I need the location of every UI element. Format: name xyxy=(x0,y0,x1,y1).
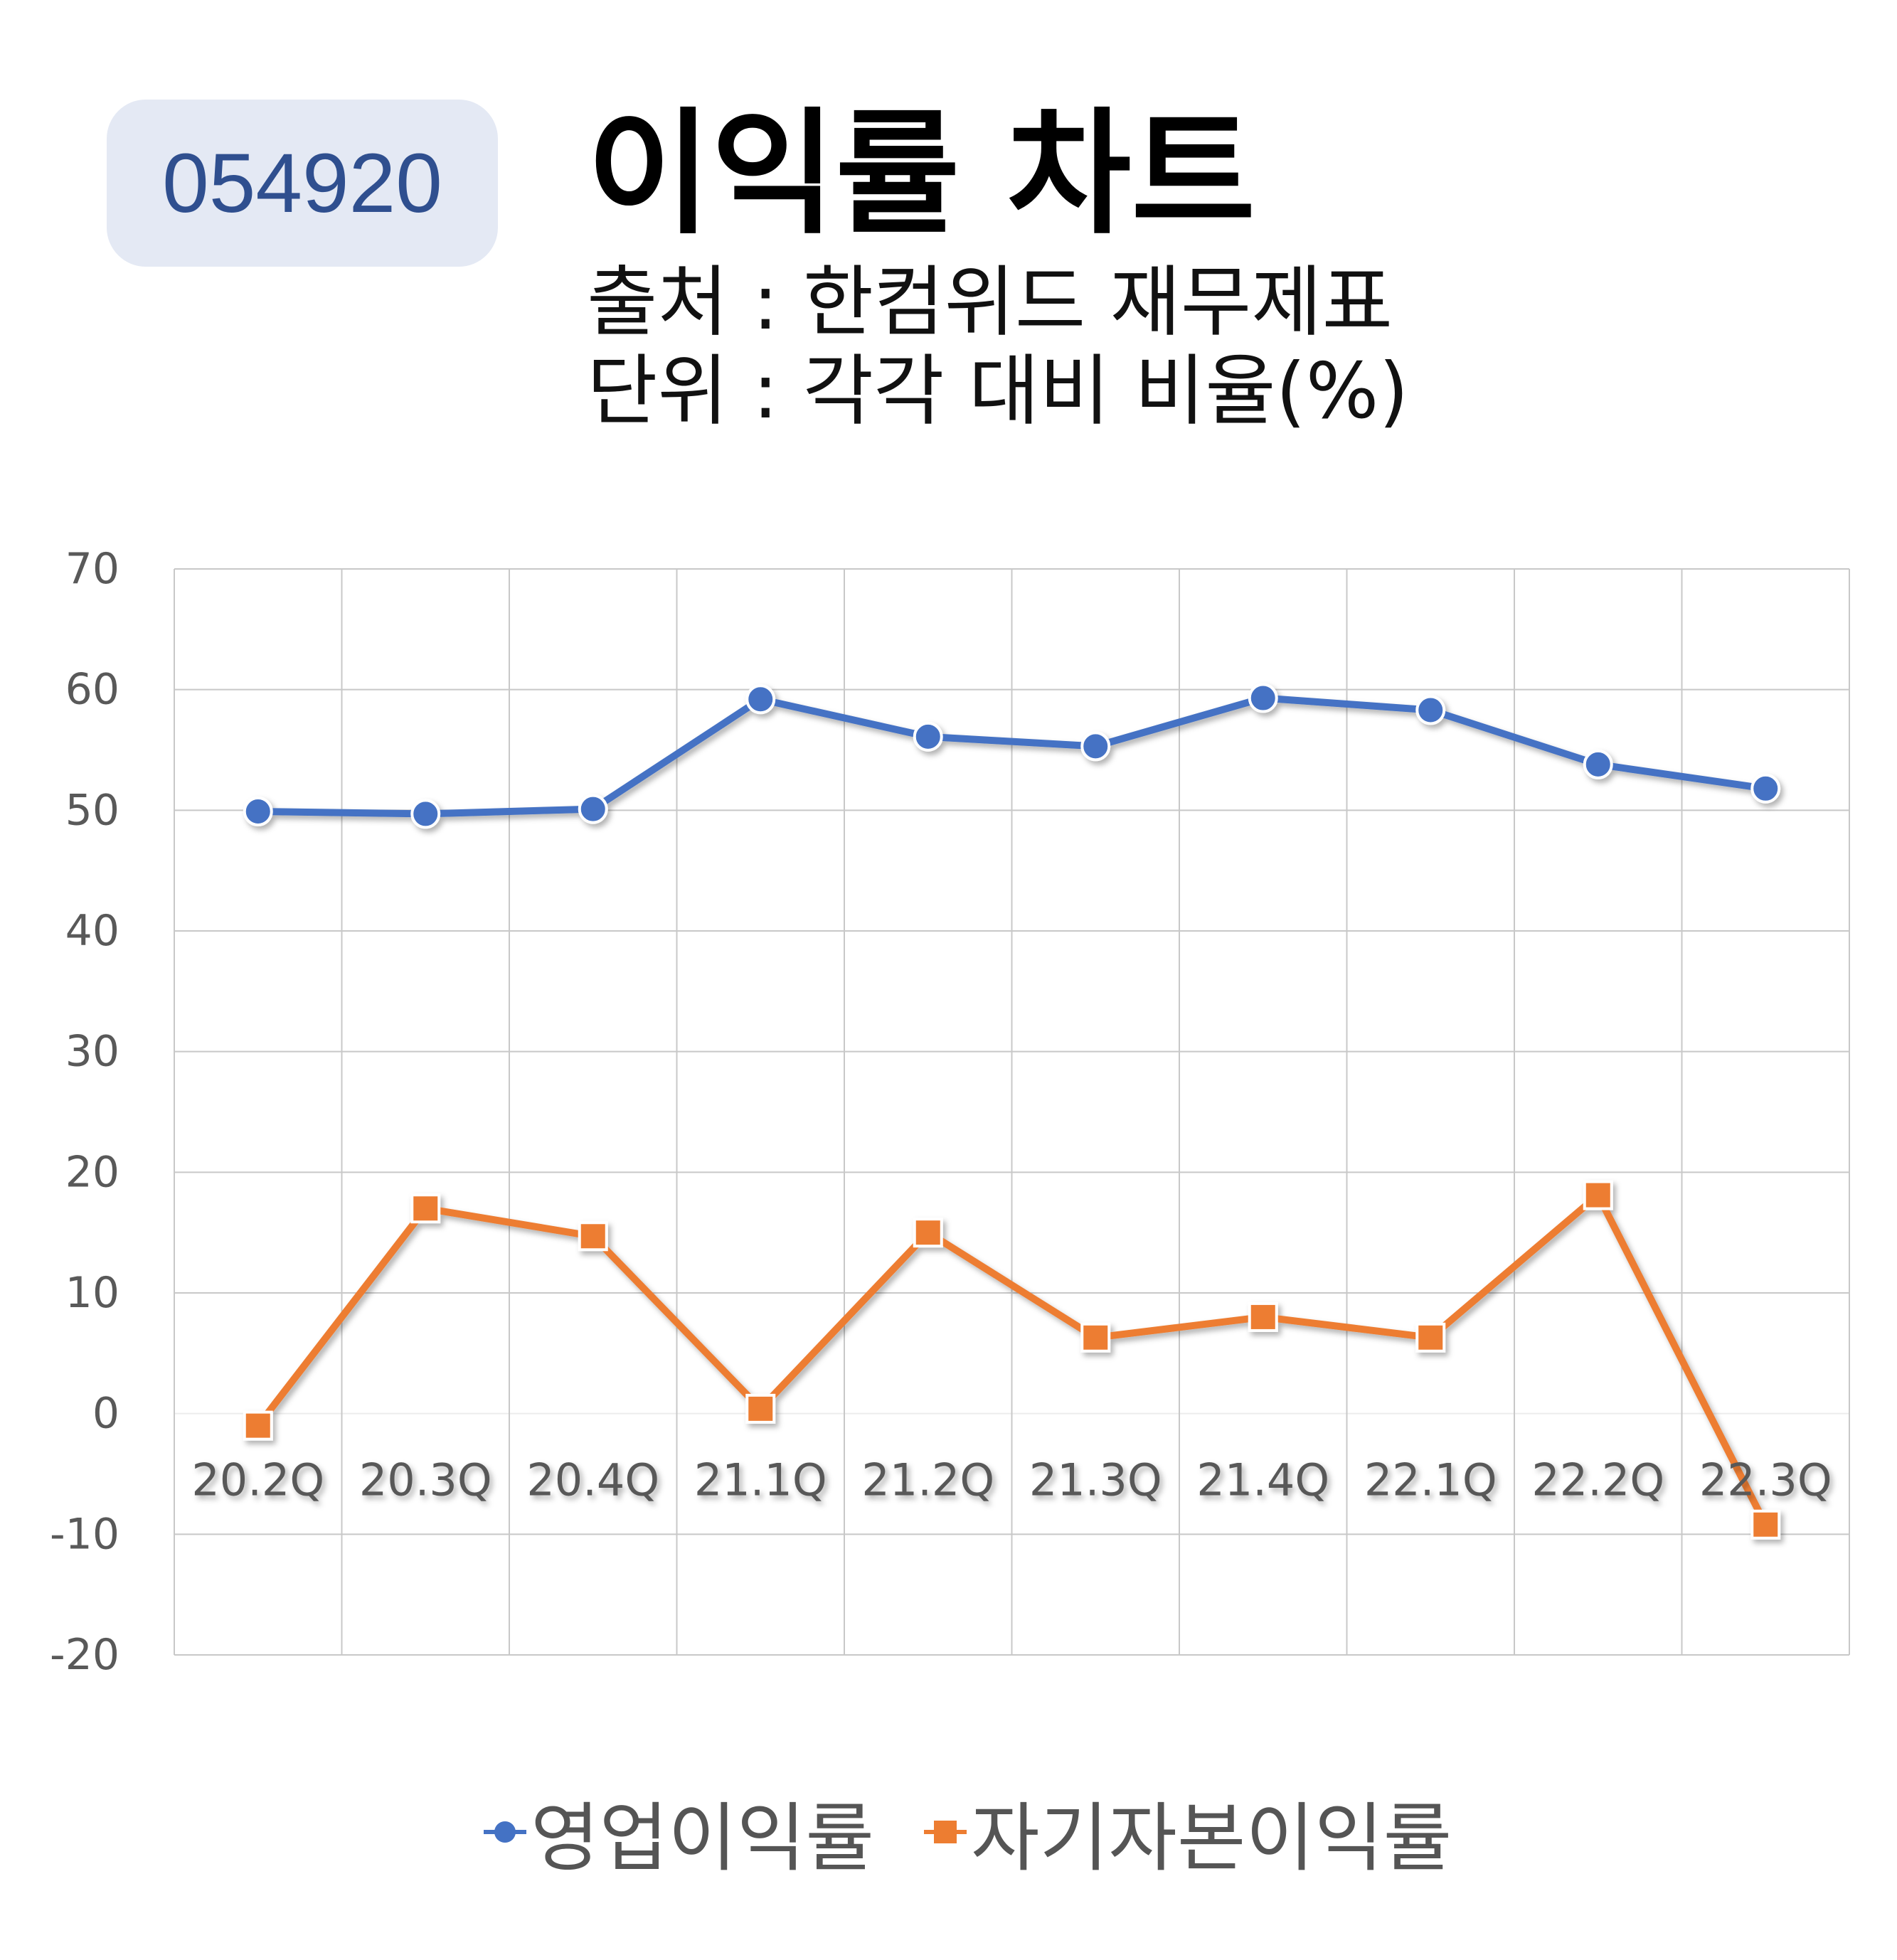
unit-text: 단위 : 각각 대비 비율(%) xyxy=(587,347,1409,436)
data-point xyxy=(745,684,776,715)
data-point xyxy=(410,1193,441,1224)
x-tick-label: 20.3Q xyxy=(359,1454,492,1506)
y-tick-label: 50 xyxy=(65,785,119,835)
x-tick-label: 22.2Q xyxy=(1531,1454,1664,1506)
stock-code-badge: 054920 xyxy=(107,100,498,267)
data-point xyxy=(913,1218,943,1248)
square-marker-icon xyxy=(924,1818,967,1846)
x-tick-label: 21.2Q xyxy=(861,1454,994,1506)
x-tick-label: 22.1Q xyxy=(1364,1454,1497,1506)
data-point xyxy=(578,1221,608,1252)
series-layer xyxy=(243,683,1781,1540)
data-point xyxy=(1750,1509,1781,1540)
data-point xyxy=(243,797,273,827)
y-tick-label: 60 xyxy=(65,665,119,715)
y-axis-ticks: 70 60 50 40 30 20 10 0 -10 -20 xyxy=(50,544,119,1680)
data-point xyxy=(1248,683,1278,713)
x-tick-label: 21.1Q xyxy=(694,1454,827,1506)
circle-marker-icon xyxy=(484,1818,526,1846)
series-2 xyxy=(243,1180,1781,1540)
x-axis-ticks: 20.2Q 20.3Q 20.4Q 21.1Q 21.2Q 21.3Q 21.4Q 22.1Q… xyxy=(191,1454,1832,1506)
x-tick-label: 21.4Q xyxy=(1196,1454,1329,1506)
y-tick-label: 70 xyxy=(65,544,119,594)
legend-item-roe: 자기자본이익률 xyxy=(924,1778,1452,1886)
y-tick-label: -20 xyxy=(50,1630,119,1680)
data-point xyxy=(1750,773,1781,804)
y-tick-label: 40 xyxy=(65,906,119,956)
legend-label-operating-margin: 영업이익률 xyxy=(531,1795,875,1882)
chart-grid xyxy=(174,568,1850,1656)
chart-legend: 영업이익률 자기자본이익률 xyxy=(484,1778,1502,1886)
chart-title: 이익률 차트 xyxy=(587,95,1256,252)
data-point xyxy=(1415,695,1446,725)
y-tick-label: 20 xyxy=(65,1147,119,1197)
series-line xyxy=(254,694,1770,818)
source-text: 출처 : 한컴위드 재무제표 xyxy=(587,258,1393,347)
data-point xyxy=(243,1410,273,1441)
x-tick-label: 21.3Q xyxy=(1029,1454,1162,1506)
legend-item-operating-margin: 영업이익률 xyxy=(484,1778,874,1886)
data-point xyxy=(1583,1180,1613,1210)
y-tick-label: 0 xyxy=(92,1389,119,1439)
data-point xyxy=(913,721,943,752)
x-tick-label: 20.4Q xyxy=(526,1454,659,1506)
data-point xyxy=(1248,1301,1278,1332)
data-point xyxy=(410,799,441,829)
x-tick-label: 20.2Q xyxy=(191,1454,324,1506)
data-point xyxy=(745,1393,776,1424)
legend-label-roe: 자기자본이익률 xyxy=(971,1795,1452,1882)
data-point xyxy=(1415,1322,1446,1353)
x-tick-label: 22.3Q xyxy=(1699,1454,1832,1506)
y-tick-label: -10 xyxy=(50,1509,119,1559)
data-point xyxy=(1080,1322,1111,1353)
data-point xyxy=(578,794,608,824)
y-tick-label: 10 xyxy=(65,1268,119,1318)
series-line xyxy=(254,1191,1770,1528)
data-point xyxy=(1583,749,1613,779)
y-tick-label: 30 xyxy=(65,1027,119,1077)
series-1 xyxy=(243,683,1781,829)
stock-code: 054920 xyxy=(162,136,442,230)
data-point xyxy=(1080,731,1111,762)
